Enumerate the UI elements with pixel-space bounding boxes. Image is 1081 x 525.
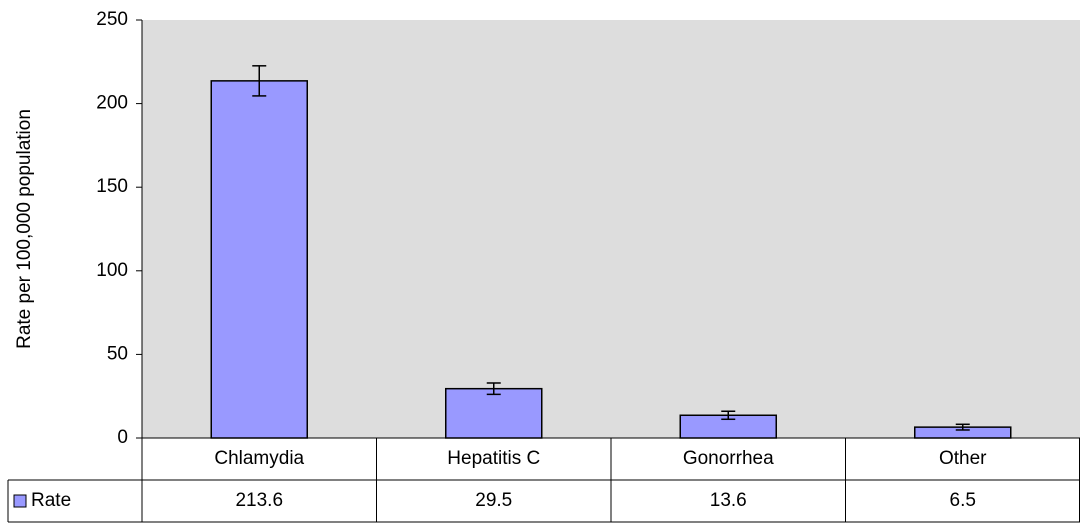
- error-bar: [252, 65, 267, 97]
- y-tick-label: 200: [96, 93, 128, 114]
- bar: [445, 387, 543, 439]
- x-tick-label: Chlamydia: [214, 448, 304, 469]
- legend-swatch: [13, 494, 27, 508]
- error-bar: [721, 410, 736, 421]
- error-bar: [955, 423, 970, 431]
- error-bar: [486, 382, 501, 396]
- data-table-value: 213.6: [235, 490, 283, 511]
- x-tick-label: Hepatitis C: [447, 448, 540, 469]
- y-tick-label: 50: [107, 343, 128, 364]
- x-tick-label: Other: [939, 448, 987, 469]
- y-tick-label: 250: [96, 9, 128, 30]
- bar: [210, 80, 308, 439]
- data-table-value: 29.5: [475, 490, 512, 511]
- y-tick-label: 100: [96, 260, 128, 281]
- legend-label: Rate: [31, 490, 71, 511]
- y-tick-label: 150: [96, 176, 128, 197]
- y-axis-label: Rate per 100,000 population: [14, 109, 35, 349]
- x-tick-label: Gonorrhea: [683, 448, 774, 469]
- data-table-value: 13.6: [710, 490, 747, 511]
- y-tick-label: 0: [117, 427, 128, 448]
- data-table-value: 6.5: [950, 490, 976, 511]
